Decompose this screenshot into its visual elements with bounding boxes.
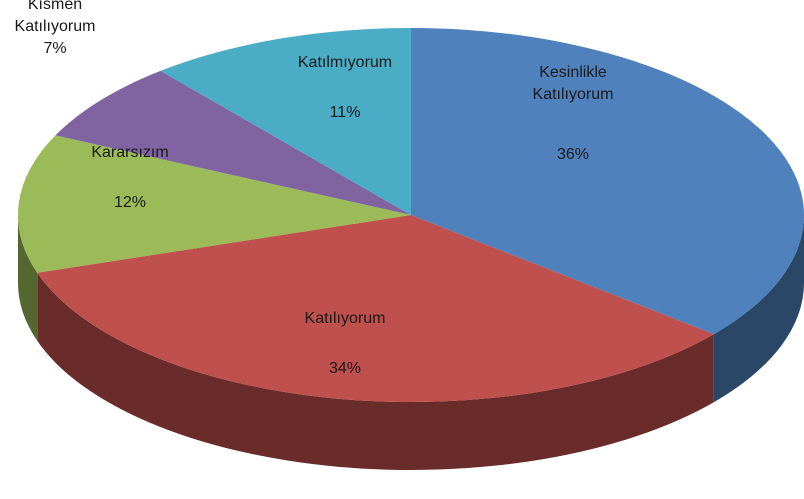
slice-side [37, 272, 714, 471]
slice [160, 28, 411, 215]
value-label: 34% [328, 360, 362, 377]
slice-side [18, 215, 38, 341]
value-label: 11% [329, 104, 361, 121]
slice-label: Kesinlikle Katılıyorum 36% [508, 62, 638, 166]
category-label: Kesinlikle Katılıyorum [532, 64, 614, 103]
slice [411, 28, 804, 335]
slice-label: Katılmıyorum 11% [280, 52, 410, 124]
category-label: Katılıyorum [304, 310, 386, 327]
slice-label: Kısmen Katılıyorum 7% [0, 0, 120, 60]
category-label: Kısmen Katılıyorum [14, 0, 96, 35]
value-label: 7% [43, 40, 67, 57]
slice [55, 70, 412, 215]
value-label: 12% [113, 194, 147, 211]
slice [37, 215, 714, 402]
value-label: 36% [556, 146, 590, 163]
slice-label: Katılıyorum 34% [280, 308, 410, 380]
slice-label: Kararsızım 12% [65, 142, 195, 214]
slice-side [713, 215, 804, 403]
category-label: Katılmıyorum [297, 54, 393, 71]
category-label: Kararsızım [91, 144, 169, 161]
slice [18, 135, 411, 273]
